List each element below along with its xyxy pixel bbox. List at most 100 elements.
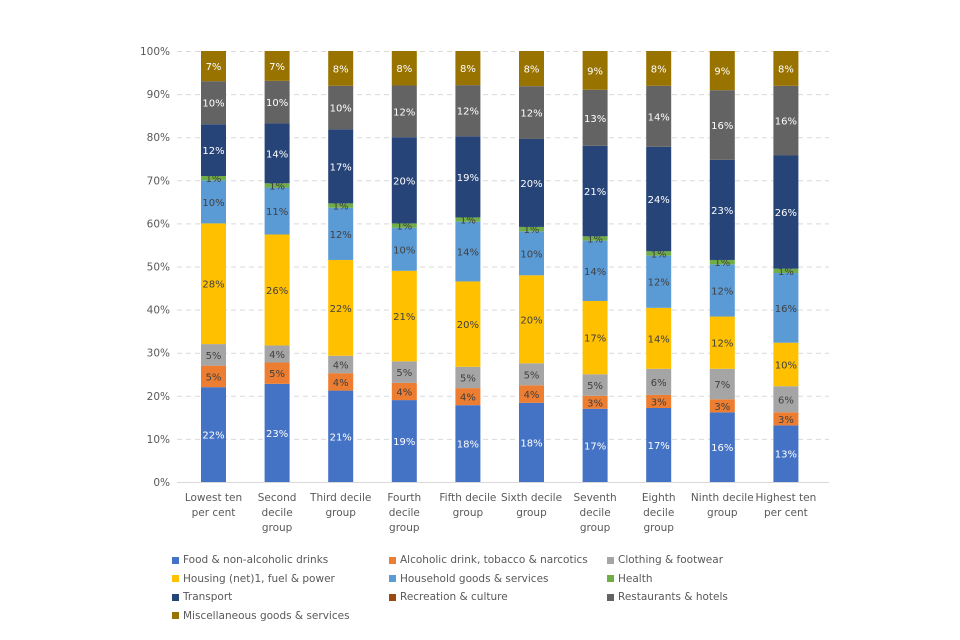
data-label: 1%	[778, 267, 794, 278]
x-tick-label-line: Second	[258, 492, 297, 504]
data-label: 5%	[206, 351, 222, 362]
bar-segment	[773, 342, 799, 387]
x-tick-label: Fourth decile group	[387, 492, 421, 534]
x-tick-label-line: decile	[261, 507, 292, 519]
data-label: 9%	[587, 66, 603, 77]
data-label: 23%	[711, 206, 733, 217]
bar-segment	[709, 412, 735, 482]
data-label: 14%	[457, 248, 479, 259]
bar-segment	[582, 374, 608, 396]
data-label: 20%	[520, 315, 542, 326]
data-label: 14%	[648, 334, 670, 345]
data-label: 8%	[524, 65, 540, 76]
bar-segment	[773, 412, 799, 426]
bar-segment	[264, 187, 290, 235]
bar-segment	[391, 137, 417, 224]
bar-segment	[328, 390, 354, 482]
x-tick-label-line: group	[453, 507, 484, 519]
data-label: 4%	[396, 387, 412, 398]
bar-segment	[455, 388, 481, 406]
bar-segment	[646, 407, 672, 482]
bar-segment	[201, 344, 226, 366]
bar-segment	[773, 425, 799, 482]
bar-segment	[201, 51, 226, 82]
legend-item: Alcoholic drink, tobacco & narcotics	[389, 554, 607, 566]
x-tick-label-line: group	[389, 522, 420, 534]
bar-stack: 13% 3% 6% 10% 16% 1% 26% 16% 8%	[773, 51, 799, 482]
bar-segment	[391, 382, 417, 401]
x-tick-label-line: group	[707, 507, 738, 519]
data-label: 21%	[584, 187, 606, 198]
bar-segment	[264, 80, 290, 124]
legend-swatch-icon	[607, 593, 614, 601]
legend-label: Housing (net)1, fuel & power	[183, 572, 335, 585]
legend-swatch-icon	[172, 575, 179, 583]
data-label: 12%	[393, 107, 415, 118]
bar-segment	[455, 281, 481, 367]
x-tick-label-line: group	[325, 507, 356, 519]
bar-segment	[201, 223, 226, 345]
data-label: 23%	[266, 429, 288, 440]
bar-segment	[773, 85, 799, 156]
x-tick-label: Eighth decile group	[642, 492, 676, 534]
bar-segment	[391, 361, 417, 383]
x-tick-label: Highest ten per cent	[756, 492, 817, 519]
data-label: 10%	[202, 99, 224, 110]
legend-item: Transport	[172, 591, 389, 603]
x-tick-label-line: Fourth	[387, 492, 421, 504]
bar-segment	[519, 226, 544, 232]
x-tick-label-line: Sixth decile	[501, 492, 562, 504]
bar-segment	[328, 373, 354, 391]
data-label: 3%	[778, 415, 794, 426]
bar-segment	[328, 203, 354, 208]
data-label: 8%	[778, 64, 794, 75]
data-label: 7%	[206, 62, 222, 73]
data-label: 26%	[775, 208, 797, 219]
bar-segment	[646, 307, 672, 369]
bar-segment	[519, 363, 544, 386]
y-tick-label: 10%	[147, 434, 170, 446]
data-label: 3%	[714, 402, 730, 413]
bar-segment	[646, 251, 672, 256]
bar-stack: 18% 4% 5% 20% 10% 1% 20% 12% 8%	[519, 51, 544, 482]
data-label: 16%	[711, 121, 733, 132]
legend-item: Miscellaneous goods & services	[172, 610, 389, 622]
data-label: 14%	[648, 112, 670, 123]
data-label: 8%	[460, 64, 476, 75]
x-tick-label-line: decile	[643, 507, 674, 519]
data-label: 3%	[587, 398, 603, 409]
stacked-bar-chart: 0% 10% 20% 30% 40% 50% 60% 70% 80% 90% 100% 22% 5% 5…	[140, 46, 829, 534]
data-label: 4%	[333, 360, 349, 371]
data-label: 17%	[648, 441, 670, 452]
legend-row: Transport Recreation & culture Restaurants…	[172, 588, 792, 607]
bar-segment	[582, 300, 608, 375]
bar-segment	[455, 136, 481, 218]
bar-segment	[582, 395, 608, 409]
bar-segment	[328, 355, 354, 374]
bar-stack: 17% 3% 6% 14% 12% 1% 24% 14% 8%	[646, 51, 672, 482]
data-label: 4%	[269, 350, 285, 361]
bar-segment	[709, 259, 735, 265]
bar-segment	[391, 400, 417, 482]
bar-segment	[646, 394, 672, 408]
bar-segment	[709, 399, 735, 413]
data-label: 1%	[396, 222, 412, 233]
bar-segment	[264, 183, 290, 188]
bar-segment	[646, 51, 672, 86]
bar-stack: 18% 4% 5% 20% 14% 1% 19% 12% 8%	[455, 51, 481, 482]
bar-segment	[582, 89, 608, 146]
data-label: 28%	[202, 280, 224, 291]
legend-label: Transport	[183, 591, 233, 604]
data-label: 12%	[330, 230, 352, 241]
bar-segment	[709, 159, 735, 260]
y-tick-label: 100%	[140, 46, 170, 58]
x-tick-label: Sixth decile group	[501, 492, 562, 519]
data-label: 12%	[648, 278, 670, 289]
bar-segment	[709, 316, 735, 369]
legend-item: Recreation & culture	[389, 591, 607, 603]
data-label: 8%	[396, 64, 412, 75]
x-tick-label-line: Fifth decile	[439, 492, 496, 504]
legend-label: Restaurants & hotels	[618, 591, 728, 604]
bar-segment	[455, 405, 481, 482]
bar-segment	[328, 129, 354, 204]
